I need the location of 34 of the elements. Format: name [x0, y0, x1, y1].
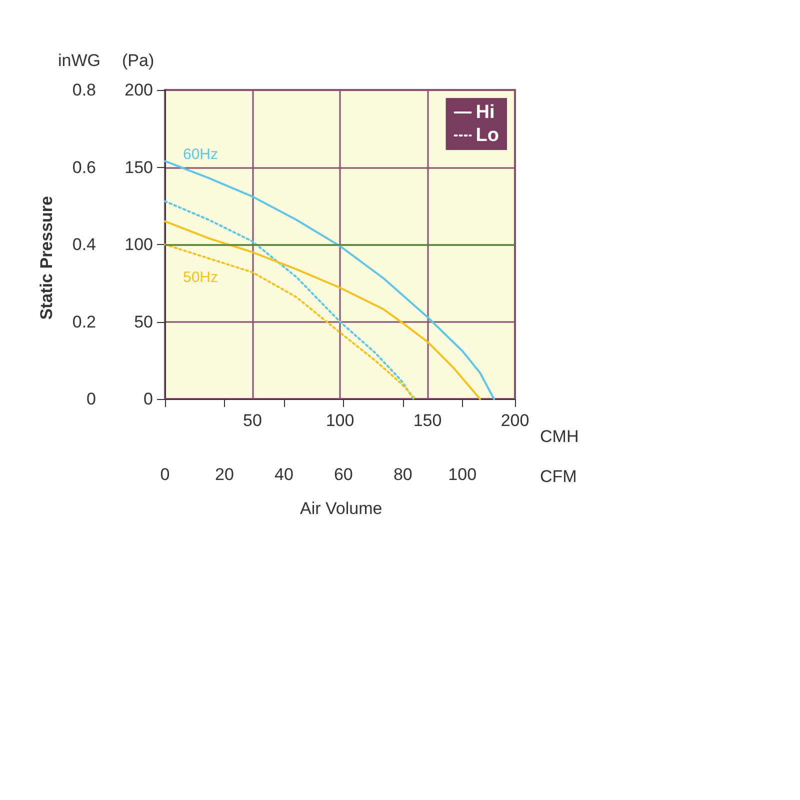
y-tick-label: 0: [144, 390, 153, 408]
y2-tick-label: 0: [86, 390, 96, 408]
x-tick-label: 100: [326, 411, 354, 430]
line-series: [164, 160, 495, 400]
x-axis-title: CMH: [540, 427, 579, 446]
line-series: [164, 244, 416, 400]
annotation: 60Hz: [183, 146, 218, 163]
line-series: [164, 220, 481, 400]
x2-tick-label: 40: [274, 465, 294, 484]
x2-tick-label: 80: [393, 465, 412, 484]
y2-tick-label: 0.2: [72, 312, 96, 332]
x2-tick-label: 60: [334, 465, 353, 484]
x-tick-label: 150: [413, 411, 442, 430]
y2-tick-label: 0.4: [72, 235, 96, 254]
y-axis-title: (Pa): [122, 51, 154, 70]
y2-axis-title: inWG: [58, 51, 100, 70]
y-tick-label: 50: [134, 312, 153, 332]
x2-tick-label: 100: [448, 465, 477, 484]
x2-axis-title: CFM: [540, 467, 577, 486]
x-tick-label: 200: [500, 411, 530, 430]
y-tick-label: 100: [124, 235, 153, 254]
y-tick-label: 200: [124, 80, 153, 100]
x-tick-label: 50: [243, 411, 262, 430]
annotation: 50Hz: [183, 269, 218, 286]
y-tick-label: 150: [124, 158, 153, 177]
text: Air Volume: [300, 499, 382, 518]
x2-tick-label: 20: [215, 465, 234, 484]
text: Lo: [476, 125, 500, 146]
line-series: [164, 200, 414, 400]
y2-tick-label: 0.8: [72, 80, 96, 100]
text: Hi: [476, 102, 495, 123]
text: Static Pressure: [37, 196, 56, 320]
y2-tick-label: 0.6: [72, 158, 96, 177]
x2-tick-label: 0: [160, 465, 170, 484]
